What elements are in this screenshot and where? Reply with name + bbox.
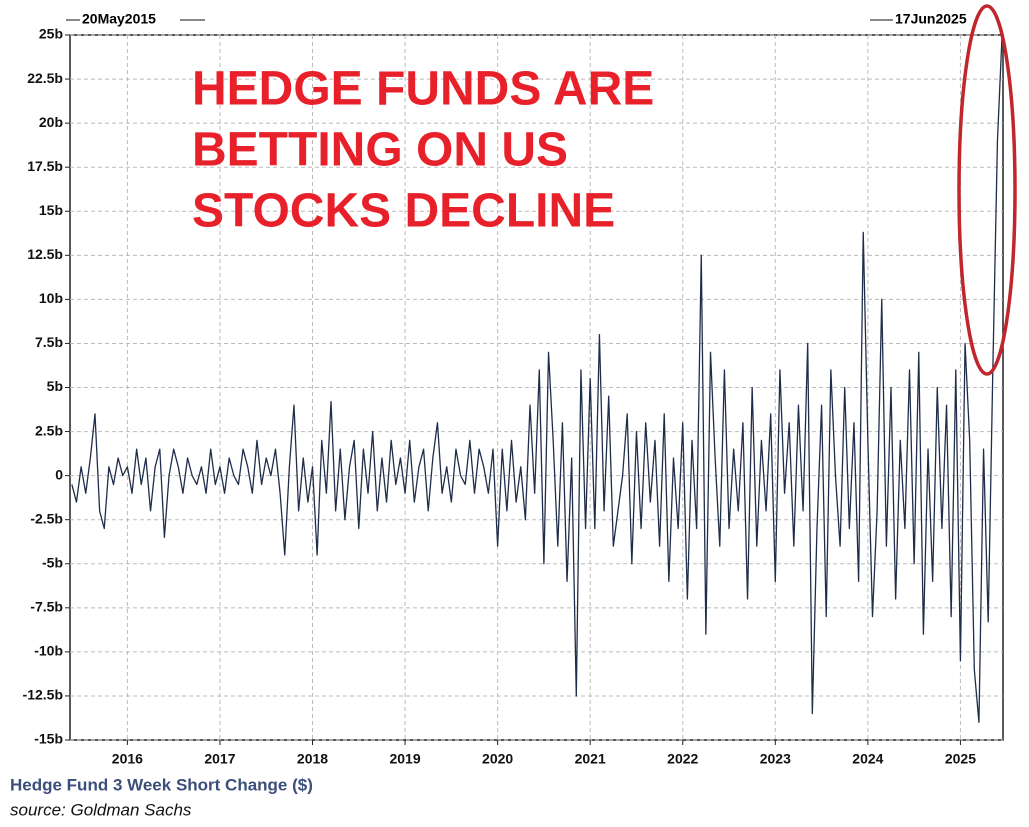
x-tick-label: 2023 — [760, 751, 791, 767]
x-tick-label: 2017 — [204, 751, 235, 767]
y-tick-label: 17.5b — [27, 158, 63, 174]
annotation: STOCKS DECLINE — [192, 185, 615, 238]
x-tick-label: 2022 — [667, 751, 698, 767]
annotation: HEDGE FUNDS ARE — [192, 63, 654, 116]
x-tick-label: 2019 — [389, 751, 420, 767]
y-tick-label: 10b — [39, 290, 63, 306]
y-tick-label: 2.5b — [35, 422, 63, 438]
x-tick-label: 2021 — [575, 751, 606, 767]
annotation: BETTING ON US — [192, 124, 568, 177]
y-tick-label: 12.5b — [27, 246, 63, 262]
y-tick-label: -2.5b — [30, 510, 63, 526]
y-tick-label: 20b — [39, 114, 63, 130]
source: source: Goldman Sachs — [10, 800, 192, 819]
y-tick-label: 22.5b — [27, 70, 63, 86]
y-tick-label: -15b — [34, 731, 63, 747]
y-tick-label: -10b — [34, 643, 63, 659]
y-tick-label: 7.5b — [35, 334, 63, 350]
highlight-ellipse — [957, 4, 1017, 376]
x-tick-label: 2016 — [112, 751, 143, 767]
start-label: 20May2015 — [82, 11, 156, 27]
y-tick-label: 25b — [39, 26, 63, 42]
y-tick-label: 5b — [47, 378, 63, 394]
y-tick-label: -7.5b — [30, 599, 63, 615]
y-tick-label: 15b — [39, 202, 63, 218]
y-tick-label: 0 — [55, 466, 63, 482]
data-line — [71, 34, 1003, 724]
end-label: 17Jun2025 — [895, 11, 967, 27]
x-tick-label: 2024 — [852, 751, 883, 767]
y-tick-label: -12.5b — [23, 687, 63, 703]
series-title: Hedge Fund 3 Week Short Change ($) — [10, 775, 313, 794]
y-tick-label: -5b — [42, 554, 63, 570]
x-tick-label: 2020 — [482, 751, 513, 767]
x-tick-label: 2025 — [945, 751, 976, 767]
x-tick-label: 2018 — [297, 751, 328, 767]
